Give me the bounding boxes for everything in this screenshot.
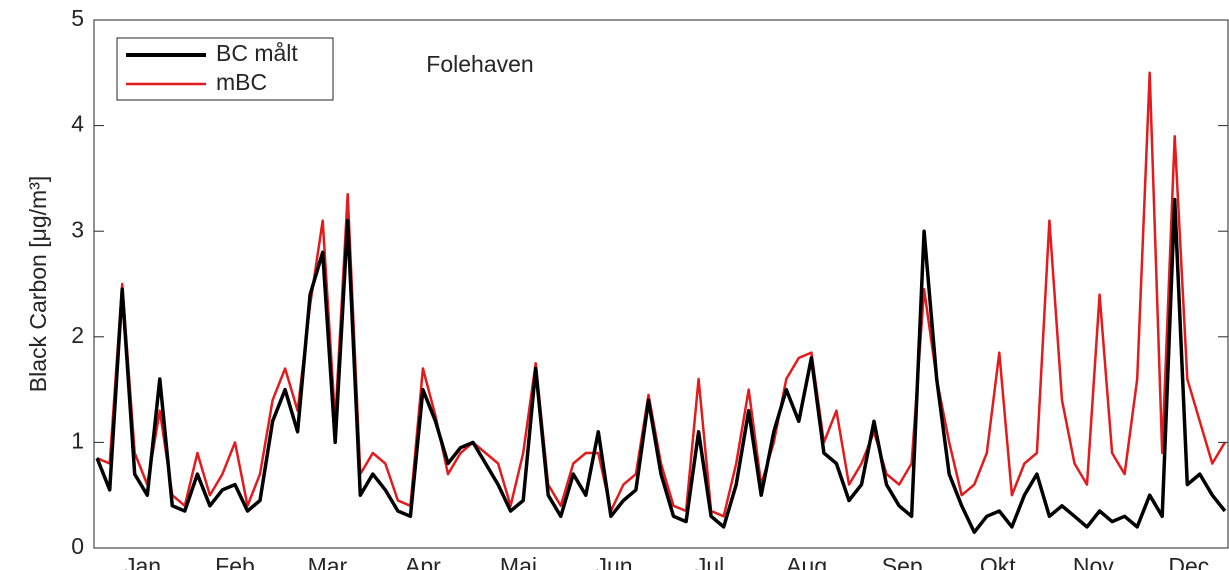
x-tick-label: Jan bbox=[124, 553, 161, 570]
data-line bbox=[95, 197, 1227, 534]
y-tick-label: 3 bbox=[71, 216, 84, 242]
y-tick-label: 1 bbox=[71, 427, 84, 453]
y-tick-label: 5 bbox=[71, 5, 84, 31]
x-tick-label: Mar bbox=[308, 553, 348, 570]
x-tick-label: Jul bbox=[695, 553, 724, 570]
y-tick-label: 2 bbox=[71, 322, 84, 348]
axes-frame bbox=[93, 19, 1229, 549]
chart-title: Folehaven bbox=[426, 51, 533, 77]
x-tick-label: Jun bbox=[595, 553, 632, 570]
data-line bbox=[96, 71, 1226, 518]
legend-label: BC målt bbox=[216, 40, 298, 66]
x-tick-label: Apr bbox=[405, 553, 441, 570]
y-axis-label: Black Carbon [μg/m³] bbox=[25, 176, 51, 393]
x-tick-label: Sep bbox=[882, 553, 923, 570]
legend-label: mBC bbox=[216, 69, 267, 95]
x-tick-label: Okt bbox=[980, 553, 1016, 570]
legend: BC målt mBC bbox=[116, 37, 334, 101]
legend-box bbox=[116, 37, 334, 101]
x-tick-label: Maj bbox=[500, 553, 537, 570]
plot-area bbox=[95, 71, 1227, 534]
y-tick-label: 0 bbox=[71, 533, 84, 559]
y-tick-label: 4 bbox=[71, 111, 84, 137]
x-tick-label: Feb bbox=[215, 553, 255, 570]
x-tick-label: Aug bbox=[786, 553, 827, 570]
x-tick-label: Nov bbox=[1073, 553, 1114, 570]
x-tick-label: Dec bbox=[1168, 553, 1209, 570]
